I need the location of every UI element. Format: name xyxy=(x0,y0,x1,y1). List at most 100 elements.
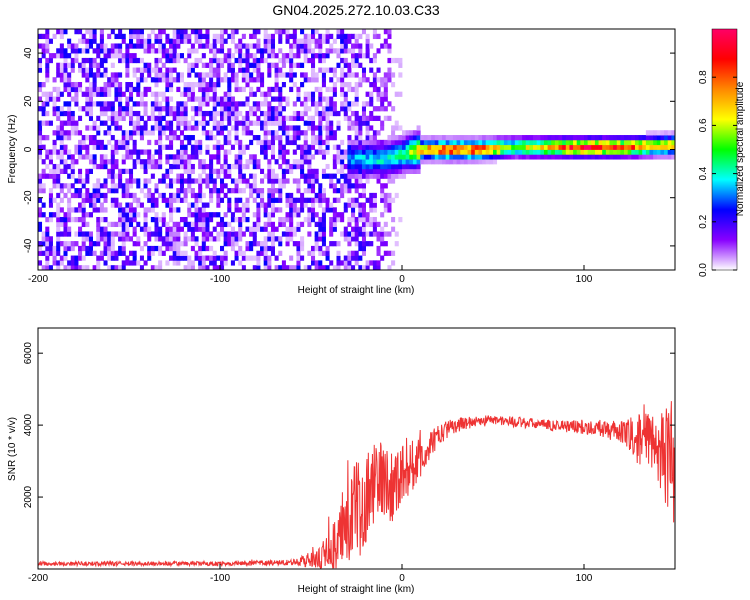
spectrogram-cell xyxy=(278,106,283,112)
spectrogram-cell xyxy=(351,33,356,40)
spectrogram-cell xyxy=(340,101,345,107)
spectrogram-cell xyxy=(103,48,108,54)
spectrogram-cell xyxy=(238,226,243,232)
spectrogram-cell xyxy=(172,226,177,232)
spectrogram-cell xyxy=(467,139,472,146)
spectrogram-cell xyxy=(194,125,199,131)
spectrogram-cell xyxy=(136,38,141,44)
spectrogram-cell xyxy=(300,38,305,44)
spectrogram-cell xyxy=(361,67,366,73)
spectrogram-cell xyxy=(311,48,316,54)
spectrogram-cell xyxy=(81,57,86,64)
spectrogram-cell xyxy=(358,168,363,174)
spectrogram-cell xyxy=(412,168,417,174)
spectrogram-cell xyxy=(67,101,72,107)
spectrogram-cell xyxy=(387,101,392,107)
spectrogram-cell xyxy=(551,144,556,150)
spectrogram-cell xyxy=(85,72,90,78)
spectrogram-cell xyxy=(63,265,68,270)
spectrogram-cell xyxy=(383,82,388,88)
spectrogram-cell xyxy=(201,33,206,40)
spectrogram-cell xyxy=(307,188,312,194)
spectrogram-cell xyxy=(147,188,152,194)
spectrogram-cell xyxy=(41,110,46,117)
spectrogram-cell xyxy=(292,38,297,44)
spectrogram-cell xyxy=(351,120,356,126)
spectrogram-cell xyxy=(609,135,614,141)
spectrogram-cell xyxy=(129,115,134,121)
spectrogram-cell xyxy=(256,77,261,83)
spectrogram-cell xyxy=(307,212,312,218)
spectrogram-cell xyxy=(318,144,323,150)
spectrogram-cell xyxy=(125,178,130,184)
spectrogram-cell xyxy=(59,188,64,194)
spectrogram-cell xyxy=(223,231,228,237)
spectrogram-cell xyxy=(307,38,312,44)
spectrogram-cell xyxy=(201,168,206,174)
spectrogram-cell xyxy=(354,139,359,146)
spectrogram-cell xyxy=(125,48,130,54)
spectrogram-cell xyxy=(179,53,184,59)
spectrogram-cell xyxy=(38,188,43,194)
spectrogram-cell xyxy=(289,72,294,78)
spectrogram-cell xyxy=(391,139,396,146)
spectrogram-cell xyxy=(118,82,123,88)
spectrogram-cell xyxy=(45,260,50,266)
spectrogram-cell xyxy=(289,226,294,232)
spectrogram-cell xyxy=(209,159,214,165)
spectrogram-cell xyxy=(187,72,192,78)
spectrogram-cell xyxy=(56,265,61,270)
spectrogram-cell xyxy=(391,197,396,203)
spectrogram-cell xyxy=(78,62,83,68)
spectrogram-cell xyxy=(88,192,93,199)
spectrogram-cell xyxy=(274,72,279,78)
spectrogram-cell xyxy=(431,159,436,165)
spectrogram-cell xyxy=(329,178,334,184)
spectrogram-cell xyxy=(616,149,621,155)
spectrogram-cell xyxy=(121,216,126,223)
spectrogram-cell xyxy=(263,125,268,131)
spectrogram-cell xyxy=(347,202,352,208)
spectrogram-cell xyxy=(456,149,461,155)
spectrogram-cell xyxy=(179,173,184,179)
spectrogram-cell xyxy=(88,38,93,44)
spectrogram-cell xyxy=(387,192,392,199)
spectrogram-cell xyxy=(332,82,337,88)
spectrogram-cell xyxy=(78,192,83,199)
spectrogram-cell xyxy=(85,197,90,203)
spectrogram-cell xyxy=(132,144,137,150)
spectrogram-cell xyxy=(645,144,650,150)
spectrogram-cell xyxy=(252,67,257,73)
spectrogram-cell xyxy=(147,154,152,160)
spectrogram-cell xyxy=(165,110,170,117)
spectrogram-cell xyxy=(234,48,239,54)
spectrogram-cell xyxy=(154,62,159,68)
spectrogram-cell xyxy=(340,260,345,266)
spectrogram-cell xyxy=(245,207,250,213)
spectrogram-cell xyxy=(118,106,123,112)
spectrogram-cell xyxy=(256,212,261,218)
spectrogram-cell xyxy=(656,135,661,141)
spectrogram-cell xyxy=(230,29,235,35)
spectrogram-cell xyxy=(118,33,123,40)
spectrogram-cell xyxy=(81,67,86,73)
spectrogram-cell xyxy=(358,139,363,146)
spectrogram-cell xyxy=(369,82,374,88)
spectrogram-cell xyxy=(212,168,217,174)
spectrogram-cell xyxy=(332,173,337,179)
spectrogram-cell xyxy=(340,91,345,97)
spectrogram-cell xyxy=(194,207,199,213)
spectrogram-cell xyxy=(169,110,174,117)
spectrogram-cell xyxy=(48,120,53,126)
spectrogram-cell xyxy=(158,135,163,141)
spectrogram-cell xyxy=(220,96,225,102)
spectrogram-cell xyxy=(103,86,108,93)
spectrogram-cell xyxy=(132,197,137,203)
spectrogram-cell xyxy=(78,173,83,179)
spectrogram-cell xyxy=(118,202,123,208)
spectrogram-cell xyxy=(376,106,381,112)
spectrogram-cell xyxy=(263,43,268,49)
spectrogram-cell xyxy=(281,154,286,160)
spectrogram-cell xyxy=(132,149,137,155)
spectrogram-cell xyxy=(187,183,192,189)
